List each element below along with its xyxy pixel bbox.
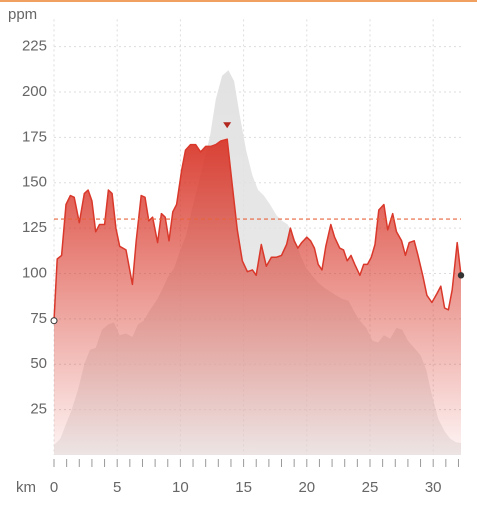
max-marker xyxy=(223,122,232,129)
x-tick-label: 0 xyxy=(50,479,58,496)
y-tick-label: 225 xyxy=(22,38,47,55)
start-marker xyxy=(50,317,58,325)
y-tick-label: 125 xyxy=(22,219,47,236)
heart-rate-area xyxy=(54,139,461,455)
y-tick-label: 75 xyxy=(30,310,47,327)
x-tick-label: 5 xyxy=(113,479,121,496)
y-tick-label: 175 xyxy=(22,128,47,145)
y-axis-label: ppm xyxy=(8,6,37,23)
x-tick-label: 30 xyxy=(425,479,442,496)
top-bar xyxy=(0,0,477,2)
y-tick-label: 150 xyxy=(22,174,47,191)
x-tick-label: 15 xyxy=(235,479,252,496)
heart-rate-line xyxy=(53,138,462,321)
y-tick-label: 200 xyxy=(22,83,47,100)
y-tick-label: 25 xyxy=(30,401,47,418)
x-tick-label: 20 xyxy=(298,479,315,496)
y-tick-label: 50 xyxy=(30,355,47,372)
y-tick-label: 100 xyxy=(22,264,47,281)
x-tick-label: 10 xyxy=(172,479,189,496)
x-tick-label: 25 xyxy=(362,479,379,496)
x-axis-label: km xyxy=(16,479,36,496)
end-marker xyxy=(457,272,465,279)
